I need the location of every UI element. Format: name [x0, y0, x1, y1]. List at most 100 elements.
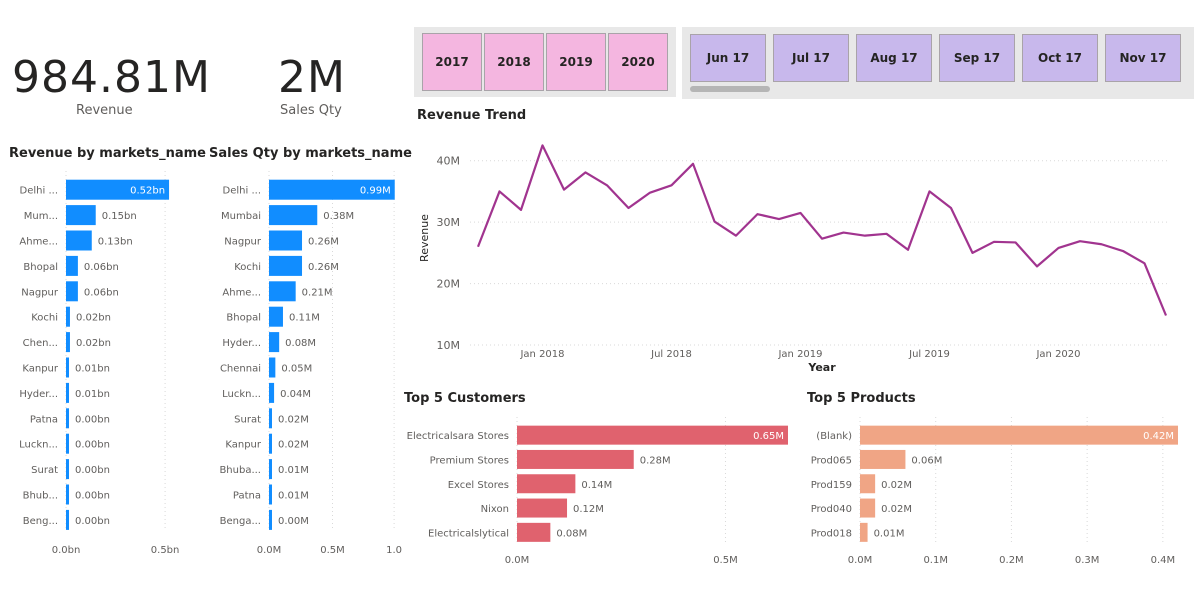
sales-qty-market-data-label: 0.99M: [360, 186, 391, 197]
revenue-trend-x-tick-label: Jul 2018: [650, 349, 692, 360]
sales-qty-market-data-label: 0.02M: [278, 414, 309, 425]
top-customers-bar: [517, 425, 788, 445]
sales-qty-market-bar: [269, 230, 303, 251]
revenue-trend-x-tick-label: Jan 2019: [777, 349, 822, 360]
month-tile-jul-17[interactable]: Jul 17: [773, 34, 849, 82]
month-tile-oct-17[interactable]: Oct 17: [1022, 34, 1098, 82]
top-customers-data-label: 0.14M: [581, 480, 612, 491]
sales-qty-market-category-label: Bhuba...: [219, 465, 261, 476]
top-customers-data-label: 0.08M: [556, 528, 587, 539]
top-customers-bar: [517, 449, 634, 469]
top-customers-bar: [517, 474, 576, 494]
top-products-x-tick-label: 0.1M: [923, 555, 948, 566]
revenue-trend-y-axis-title: Revenue: [418, 214, 431, 262]
revenue-market-data-label: 0.00bn: [75, 440, 110, 451]
month-tile-aug-17[interactable]: Aug 17: [856, 34, 932, 82]
revenue-market-data-label: 0.02bn: [76, 313, 111, 324]
revenue-kpi-label: Revenue: [76, 103, 133, 118]
month-tile-nov-17[interactable]: Nov 17: [1105, 34, 1181, 82]
revenue-market-data-label: 0.15bn: [102, 211, 137, 222]
sales-qty-market-category-label: Luckn...: [222, 389, 261, 400]
top-products-title: Top 5 Products: [807, 391, 916, 406]
sales-qty-market-category-label: Patna: [233, 491, 261, 502]
revenue-market-data-label: 0.01bn: [75, 364, 110, 375]
top-customers-data-label: 0.12M: [573, 504, 604, 515]
sales-qty-market-category-label: Hyder...: [222, 338, 261, 349]
sales-qty-kpi-label: Sales Qty: [280, 103, 342, 118]
revenue-market-bar: [66, 230, 92, 251]
top-products-data-label: 0.02M: [881, 480, 912, 491]
revenue-market-data-label: 0.00bn: [75, 414, 110, 425]
top-customers-bar: [517, 498, 568, 518]
revenue-trend-x-axis-title: Year: [807, 361, 836, 374]
sales-qty-market-category-label: Kanpur: [225, 440, 262, 451]
sales-qty-market-data-label: 0.21M: [302, 287, 333, 298]
top-products-data-label: 0.01M: [874, 528, 905, 539]
sales-qty-market-bar: [269, 459, 272, 480]
revenue-trend-y-tick-label: 30M: [437, 216, 461, 229]
revenue-market-category-label: Bhub...: [23, 491, 58, 502]
top-products-category-label: Prod018: [811, 528, 852, 539]
revenue-market-category-label: Hyder...: [19, 389, 58, 400]
year-tile-2019[interactable]: 2019: [546, 33, 606, 91]
revenue-market-bar: [66, 179, 170, 200]
month-tile-sep-17[interactable]: Sep 17: [939, 34, 1015, 82]
revenue-market-bar: [66, 205, 96, 226]
sales-qty-market-bar: [269, 509, 272, 530]
revenue-market-bar: [66, 408, 69, 429]
top-products-x-tick-label: 0.4M: [1151, 555, 1176, 566]
revenue-market-bar: [66, 382, 69, 403]
sales-qty-market-data-label: 0.11M: [289, 313, 320, 324]
revenue-market-data-label: 0.06bn: [84, 287, 119, 298]
top-customers-category-label: Electricalslytical: [428, 528, 509, 539]
top-products-data-label: 0.06M: [911, 455, 942, 466]
revenue-trend-x-tick-label: Jan 2018: [519, 349, 564, 360]
month-slicer-scrollbar[interactable]: [690, 86, 770, 92]
top-products-data-label: 0.42M: [1143, 431, 1174, 442]
revenue-kpi-value: 984.81M: [12, 52, 211, 103]
revenue-market-x-tick-label: 0.0bn: [52, 545, 81, 556]
top-products-bar: [860, 498, 876, 518]
top-customers-x-tick-label: 0.0M: [505, 555, 530, 566]
sales-qty-market-data-label: 0.04M: [280, 389, 311, 400]
top-products-category-label: Prod040: [811, 504, 852, 515]
year-tile-2017[interactable]: 2017: [422, 33, 482, 91]
top-products-bar: [860, 449, 906, 469]
top-products-data-label: 0.02M: [881, 504, 912, 515]
revenue-by-market-title: Revenue by markets_name: [9, 146, 206, 161]
sales-qty-market-x-tick-label: 0.5M: [320, 545, 345, 556]
sales-qty-market-bar: [269, 484, 272, 505]
year-tile-2020[interactable]: 2020: [608, 33, 668, 91]
sales-qty-market-category-label: Bhopal: [226, 313, 261, 324]
revenue-market-category-label: Kanpur: [22, 364, 59, 375]
revenue-market-data-label: 0.06bn: [84, 262, 119, 273]
top-customers-data-label: 0.28M: [640, 455, 671, 466]
revenue-market-bar: [66, 332, 70, 353]
sales-qty-market-data-label: 0.01M: [278, 491, 309, 502]
revenue-market-x-tick-label: 0.5bn: [151, 545, 180, 556]
revenue-market-bar: [66, 306, 70, 327]
sales-qty-market-x-tick-label: 0.0M: [257, 545, 282, 556]
sales-qty-market-data-label: 0.01M: [278, 465, 309, 476]
sales-qty-market-category-label: Mumbai: [221, 211, 261, 222]
revenue-market-data-label: 0.00bn: [75, 465, 110, 476]
sales-qty-market-data-label: 0.05M: [281, 364, 312, 375]
sales-qty-market-bar: [269, 357, 276, 378]
month-tile-jun-17[interactable]: Jun 17: [690, 34, 766, 82]
revenue-market-category-label: Kochi: [31, 313, 58, 324]
sales-qty-market-category-label: Ahme...: [222, 287, 261, 298]
year-tile-2018[interactable]: 2018: [484, 33, 544, 91]
top-customers-category-label: Nixon: [481, 504, 509, 515]
revenue-market-bar: [66, 509, 69, 530]
top-products-bar: [860, 522, 868, 542]
top-products-x-tick-label: 0.3M: [1075, 555, 1100, 566]
top-products-x-tick-label: 0.0M: [848, 555, 873, 566]
top-products-x-tick-label: 0.2M: [999, 555, 1024, 566]
sales-qty-by-market-title: Sales Qty by markets_name: [209, 146, 412, 161]
sales-qty-market-bar: [269, 382, 275, 403]
revenue-market-bar: [66, 433, 69, 454]
top-products-category-label: (Blank): [816, 431, 852, 442]
revenue-market-data-label: 0.00bn: [75, 516, 110, 527]
top-customers-x-tick-label: 0.5M: [713, 555, 738, 566]
